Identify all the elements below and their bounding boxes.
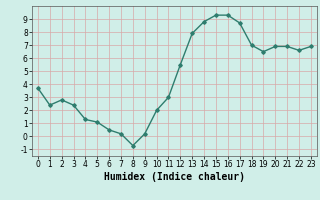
- X-axis label: Humidex (Indice chaleur): Humidex (Indice chaleur): [104, 172, 245, 182]
